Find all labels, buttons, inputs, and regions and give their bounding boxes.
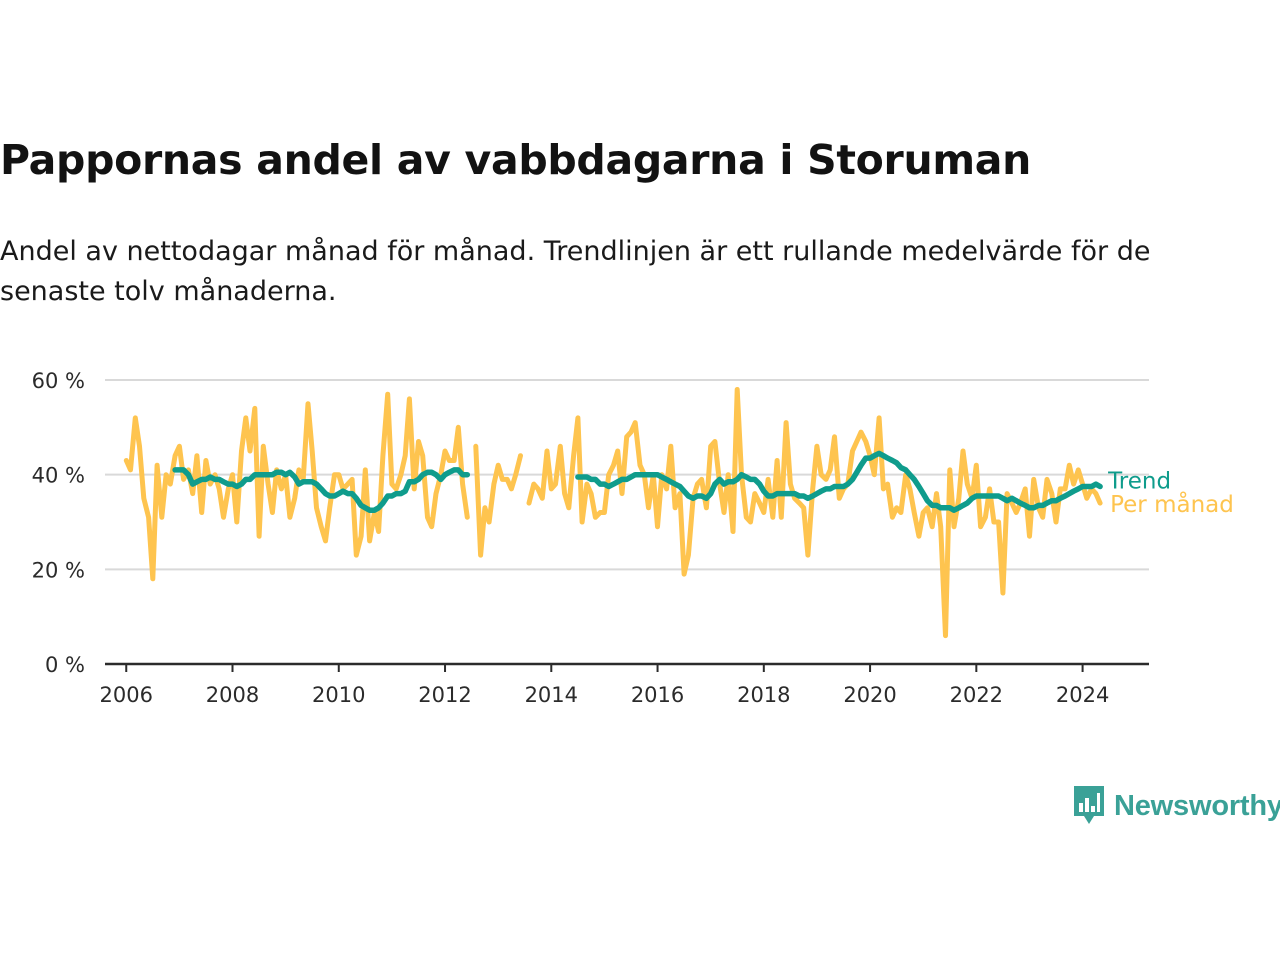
trend-series-line bbox=[172, 467, 471, 513]
x-tick-label: 2024 bbox=[1056, 683, 1109, 707]
x-tick-label: 2014 bbox=[525, 683, 578, 707]
brand-name: Newsworthy bbox=[1114, 789, 1280, 822]
x-tick-label: 2006 bbox=[100, 683, 153, 707]
x-tick-label: 2012 bbox=[418, 683, 471, 707]
x-tick-label: 2018 bbox=[737, 683, 790, 707]
monthly-series-label: Per månad bbox=[1110, 490, 1234, 518]
series-lines bbox=[123, 387, 1103, 639]
x-tick-label: 2022 bbox=[950, 683, 1003, 707]
chart-subtitle: Andel av nettodagar månad för månad. Tre… bbox=[0, 236, 1151, 307]
x-tick-label: 2020 bbox=[843, 683, 896, 707]
axes: 0 % 20 % 40 % 60 % 2006 2008 2010 2012 2014 2016 2… bbox=[32, 369, 1149, 707]
newsworthy-logo-icon bbox=[1074, 786, 1104, 824]
chart-title: Pappornas andel av vabbdagarna i Storuma… bbox=[0, 136, 1032, 184]
monthly-series-line bbox=[473, 443, 523, 558]
line-chart: 0 % 20 % 40 % 60 % 2006 2008 2010 2012 2014 2016 2… bbox=[32, 369, 1234, 707]
monthly-series-line bbox=[526, 387, 1103, 639]
monthly-series-line bbox=[123, 391, 470, 582]
x-tick-label: 2016 bbox=[631, 683, 684, 707]
newsworthy-logo: Newsworthy bbox=[1072, 784, 1280, 828]
x-tick-label: 2010 bbox=[312, 683, 365, 707]
y-tick-label: 20 % bbox=[32, 558, 85, 582]
y-tick-label: 60 % bbox=[32, 369, 85, 393]
x-tick-label: 2008 bbox=[206, 683, 259, 707]
y-tick-label: 40 % bbox=[32, 464, 85, 488]
y-tick-label: 0 % bbox=[45, 653, 85, 677]
trend-series-label: Trend bbox=[1107, 469, 1171, 495]
trend-series-line bbox=[575, 450, 1103, 513]
